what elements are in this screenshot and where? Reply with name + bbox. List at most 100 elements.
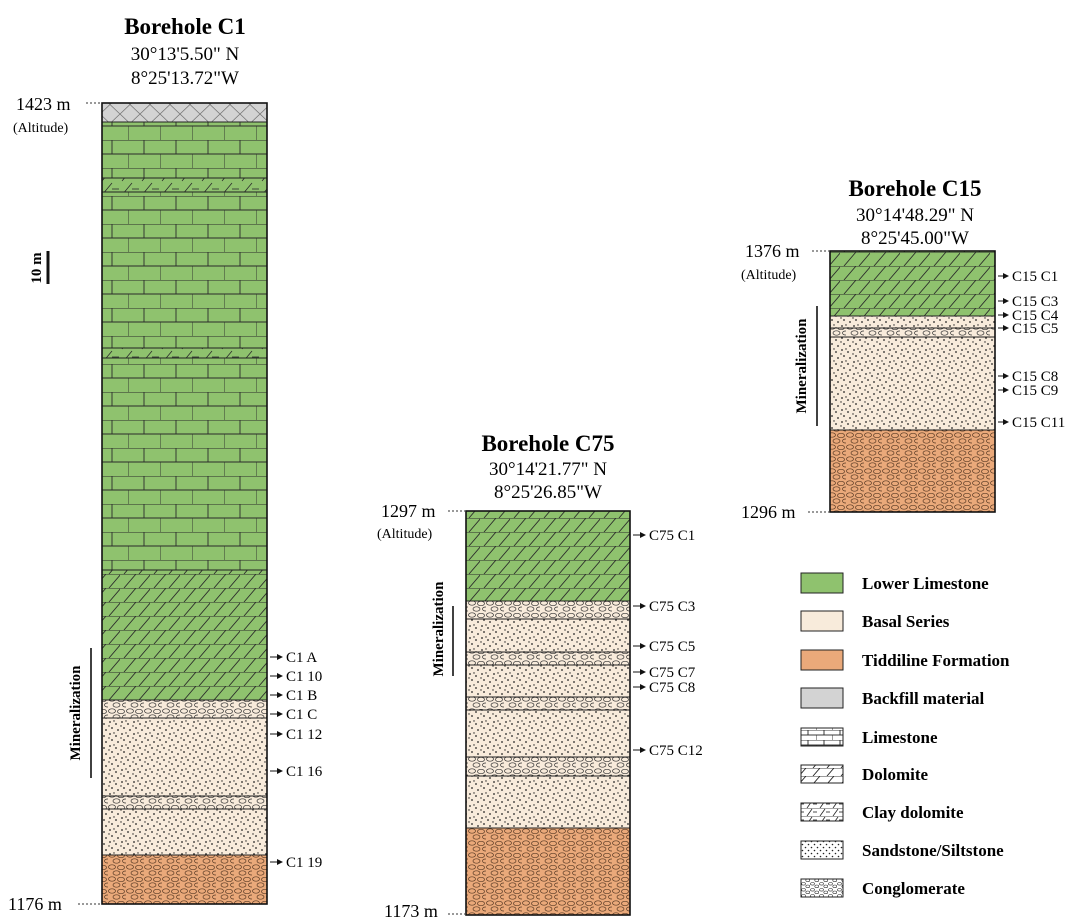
sample-label: C15 C5 (1012, 321, 1058, 337)
sample-label: C75 C12 (649, 743, 703, 759)
sample-label: C1 19 (286, 855, 322, 871)
sample-label: C15 C1 (1012, 269, 1058, 285)
c1-layer-sandstone-1 (101, 717, 268, 797)
c1-layer-dolomite (101, 569, 268, 701)
sample-label: C15 C9 (1012, 383, 1058, 399)
sample-c15-c11: C15 C11 (998, 415, 1065, 431)
c75-layer-sandstone-4 (465, 775, 631, 829)
c15-layer-dolomite (829, 250, 996, 317)
borehole-c75-altitude-note: (Altitude) (377, 527, 433, 542)
c1-layer-conglomerate-2 (101, 795, 268, 810)
c15-layer-tiddiline (829, 429, 996, 513)
borehole-c75-column (465, 510, 631, 916)
c15-layer-conglomerate (829, 327, 996, 338)
c15-layer-sandstone-1 (829, 315, 996, 329)
borehole-c15-longitude: 8°25'45.00"W (861, 228, 969, 249)
c75-layer-conglomerate-3 (465, 696, 631, 711)
c1-layer-backfill (101, 102, 268, 123)
c15-column-outline (829, 250, 996, 513)
borehole-c1-top-altitude: 1423 m (16, 94, 71, 114)
c75-layer-sandstone-3 (465, 709, 631, 758)
sample-c15-c3: C15 C3 (998, 294, 1058, 310)
sample-label: C75 C7 (649, 665, 696, 681)
c75-mineralization-label: Mineralization (431, 581, 447, 677)
sample-c1-19: C1 19 (270, 855, 322, 871)
legend-pattern-swatch (800, 764, 844, 784)
sample-label: C1 B (286, 688, 317, 704)
sample-c1-a: C1 A (270, 650, 317, 666)
borehole-c1-title: Borehole C1 (124, 14, 246, 39)
borehole-c1-bottom-altitude: 1176 m (8, 894, 62, 914)
c75-layer-conglomerate-4 (465, 756, 631, 777)
c75-layer-sandstone-2 (465, 664, 631, 698)
legend-pattern-swatch (800, 840, 844, 860)
borehole-c1: Borehole C1 30°13'5.50" N 8°25'13.72"W 1… (8, 14, 323, 914)
sample-c75-c12: C75 C12 (633, 743, 703, 759)
c75-column-outline (465, 510, 631, 916)
legend-label: Sandstone/Siltstone (862, 841, 1004, 860)
c1-samples: C1 A C1 10 C1 B C1 C C1 12 C1 16 (270, 650, 323, 871)
legend-label: Lower Limestone (862, 574, 989, 593)
c15-layer-sandstone-2 (829, 336, 996, 431)
borehole-c75-bottom-altitude: 1173 m (384, 901, 438, 921)
legend-item-basal-series: Basal Series (800, 610, 950, 632)
borehole-c15-altitude-note: (Altitude) (741, 268, 797, 283)
sample-c1-16: C1 16 (270, 764, 323, 780)
legend-item-sandstone-siltstone: Sandstone/Siltstone (800, 840, 1004, 860)
sample-c75-c3: C75 C3 (633, 599, 695, 615)
sample-c75-c1: C75 C1 (633, 528, 695, 544)
legend-item-backfill: Backfill material (800, 687, 985, 709)
sample-c15-c5: C15 C5 (998, 321, 1058, 337)
c15-mineralization: Mineralization (794, 306, 818, 426)
legend: Lower Limestone Basal Series Tiddiline F… (800, 572, 1010, 898)
legend-swatch (800, 649, 844, 671)
borehole-c75-top-altitude: 1297 m (381, 501, 436, 521)
sample-label: C1 12 (286, 727, 322, 743)
c1-mineralization: Mineralization (68, 648, 92, 778)
legend-item-dolomite: Dolomite (800, 764, 929, 784)
borehole-c75-longitude: 8°25'26.85"W (494, 482, 602, 503)
sample-c75-c7: C75 C7 (633, 665, 696, 681)
c75-layer-sandstone-1 (465, 618, 631, 653)
borehole-c1-altitude-note: (Altitude) (13, 121, 69, 136)
borehole-c75-title: Borehole C75 (481, 431, 614, 456)
c1-layer-clay-dolomite-1 (101, 177, 268, 193)
sample-label: C1 16 (286, 764, 323, 780)
sample-label: C1 C (286, 707, 317, 723)
c15-samples: C15 C1 C15 C3 C15 C4 C15 C5 C15 C8 C15 C… (998, 269, 1065, 431)
borehole-c15: Borehole C15 30°14'48.29" N 8°25'45.00"W… (741, 176, 1065, 522)
sample-label: C75 C3 (649, 599, 695, 615)
sample-c15-c9: C15 C9 (998, 383, 1058, 399)
sample-label: C1 A (286, 650, 317, 666)
borehole-c15-bottom-altitude: 1296 m (741, 502, 796, 522)
c1-layer-sandstone-2 (101, 808, 268, 856)
scale-bar: 10 m (29, 251, 50, 284)
sample-c1-12: C1 12 (270, 727, 322, 743)
borehole-c15-column (829, 250, 996, 513)
legend-item-tiddiline: Tiddiline Formation (800, 649, 1010, 671)
sample-label: C75 C8 (649, 680, 695, 696)
legend-label: Tiddiline Formation (862, 651, 1010, 670)
c75-mineralization: Mineralization (431, 581, 454, 677)
legend-label: Dolomite (862, 765, 929, 784)
sample-c1-10: C1 10 (270, 669, 322, 685)
sample-label: C15 C4 (1012, 308, 1059, 324)
c75-samples: C75 C1 C75 C3 C75 C5 C75 C7 C75 C8 C75 C… (633, 528, 703, 759)
borehole-c75: Borehole C75 30°14'21.77" N 8°25'26.85"W… (377, 431, 703, 921)
sample-label: C1 10 (286, 669, 322, 685)
sample-c75-c5: C75 C5 (633, 639, 695, 655)
sample-c15-c4: C15 C4 (998, 308, 1059, 324)
legend-label: Basal Series (862, 612, 950, 631)
borehole-c15-title: Borehole C15 (848, 176, 981, 201)
legend-item-conglomerate: Conglomerate (800, 878, 965, 898)
c1-layer-limestone-1 (101, 121, 268, 179)
legend-item-clay-dolomite: Clay dolomite (800, 802, 964, 822)
c1-layer-tiddiline (101, 854, 268, 905)
sample-label: C15 C8 (1012, 369, 1058, 385)
c1-layer-conglomerate-1 (101, 699, 268, 719)
borehole-c1-latitude: 30°13'5.50" N (131, 44, 240, 65)
c1-column-outline (101, 102, 268, 905)
scale-bar-label: 10 m (29, 252, 45, 284)
legend-swatch (800, 687, 844, 709)
